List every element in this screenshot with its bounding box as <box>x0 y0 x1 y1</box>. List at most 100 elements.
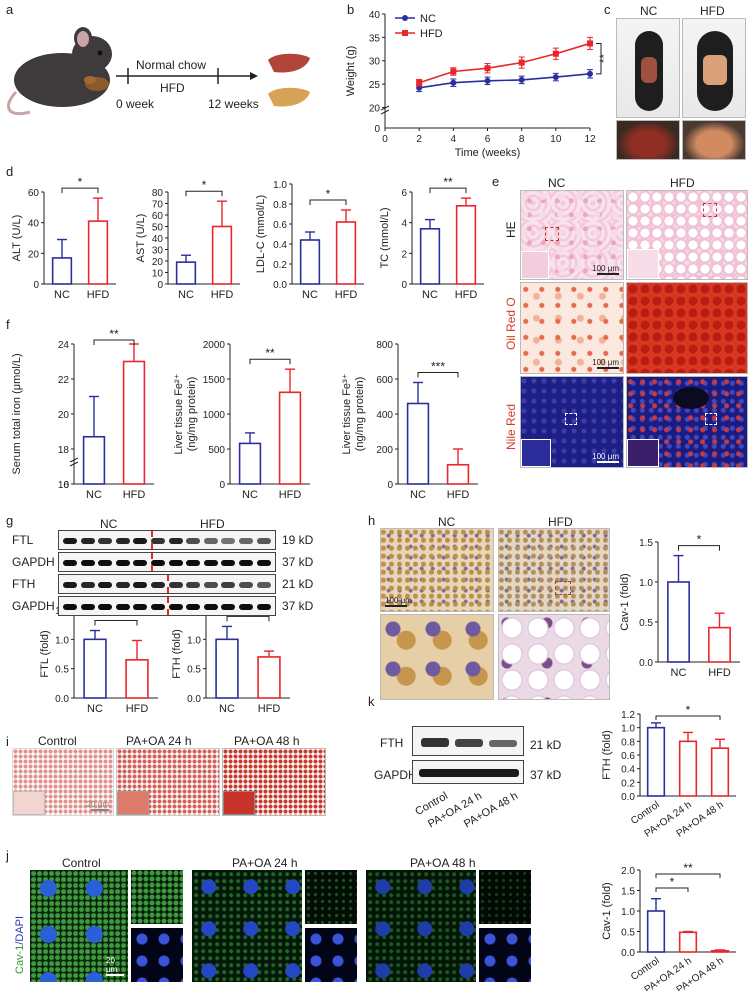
g-blot-gapdh <box>58 552 276 572</box>
if-24h-merged <box>192 870 302 982</box>
blot-band <box>151 604 165 610</box>
blot-band <box>133 560 148 566</box>
y-tick-label: 0.8 <box>621 737 635 748</box>
significance-bracket <box>655 887 689 892</box>
chart-h-cav1: 0.0 0.5 1.0 1.5 NC HFD Cav-1 (fold) * <box>619 533 740 679</box>
if-48h-green <box>479 870 531 924</box>
x-tick-label: HFD <box>279 489 302 501</box>
y-tick-label: 24 <box>58 340 70 351</box>
bar-hfd <box>211 225 233 285</box>
x-tick-label: HFD <box>126 703 149 715</box>
bar-nc <box>82 435 106 485</box>
y-tick-label: 40 <box>152 234 164 245</box>
ihc-nc-image: 100 μm <box>380 528 494 612</box>
chart-d-ldlc: 0.0 0.2 0.4 0.6 0.8 1.0 NC HFD LDL-C (mmol/L) * <box>255 180 364 301</box>
chart-b-weight: 0 20 25 30 35 40 0 2 4 6 8 10 12 Time (weeks) Weight (… <box>345 10 610 159</box>
hfd-liver-photo <box>682 120 746 160</box>
he-hfd-image <box>626 190 748 280</box>
oilred-cells-control: 20 μm <box>12 748 114 816</box>
start-time-label: 0 week <box>116 97 155 111</box>
blot-band <box>151 582 165 588</box>
y-tick-label: 2 <box>401 249 407 260</box>
blot-band <box>80 604 95 610</box>
if-48h-merged <box>366 870 476 982</box>
chow-pellets-icon <box>84 76 109 91</box>
liver-fatty-icon <box>268 87 310 107</box>
y-tick-label: 40 <box>28 219 40 230</box>
y-tick-label: 0.0 <box>621 948 635 959</box>
significance-label: ** <box>597 54 610 64</box>
y-axis-label: Weight (g) <box>345 46 357 97</box>
blot-band <box>256 604 271 610</box>
y-tick-label: 16 <box>58 480 70 491</box>
blot-band <box>80 582 95 588</box>
panel-letter-f: f <box>6 317 10 332</box>
bar-hfd <box>708 626 731 663</box>
panel-letter-g: g <box>6 513 14 528</box>
blot-band <box>221 582 236 588</box>
nc-liver-photo <box>616 120 680 160</box>
bar-nc <box>299 239 321 285</box>
significance-label: ** <box>265 346 275 360</box>
blot-band <box>256 582 271 588</box>
bar-pa-oa-24-h <box>678 931 698 953</box>
g-blot-label: FTL <box>12 533 34 547</box>
x-tick-label: NC <box>671 667 687 679</box>
y-tick-label: 0.4 <box>621 765 635 776</box>
x-tick-label: 2 <box>416 134 422 145</box>
blot-band <box>98 538 113 544</box>
y-tick-label: 0 <box>374 124 380 135</box>
chart-f-fe2: 0 500 1000 1500 2000 NC HFD Liver tissue Fe²⁺ (n… <box>173 340 310 501</box>
significance-bracket <box>429 187 467 194</box>
y-tick-label: 0.0 <box>273 280 287 291</box>
ihc-nc-zoom-image <box>380 614 494 700</box>
if-24h-dapi <box>305 928 357 982</box>
ihc-hfd-zoom-image <box>498 614 610 700</box>
blot-band <box>239 604 253 610</box>
y-tick-label: 1.0 <box>639 578 653 589</box>
y-tick-label: 30 <box>369 57 381 68</box>
significance-bracket <box>417 372 459 378</box>
blot-band <box>256 560 271 566</box>
blot-band <box>98 560 113 566</box>
bar-nc <box>419 227 441 285</box>
legend-marker <box>402 30 408 36</box>
point-hfd <box>587 40 593 47</box>
y-tick-label: 1.2 <box>621 710 635 721</box>
y-tick-label: 20 <box>28 249 40 260</box>
y-tick-label: 0.2 <box>273 260 287 271</box>
significance-bracket <box>249 358 291 365</box>
x-tick-label: HFD <box>258 703 281 715</box>
y-tick-label: 0.0 <box>639 658 653 669</box>
arrow-top-label: Normal chow <box>136 58 207 72</box>
oilred-scale-label: 100 μm <box>592 358 619 367</box>
g-blot-kd: 21 kD <box>282 577 314 591</box>
y-tick-label: 200 <box>376 445 393 456</box>
significance-bracket <box>596 42 602 75</box>
y-tick-label: 60 <box>152 211 164 222</box>
g-blot-fth <box>58 574 276 594</box>
if-control-dapi <box>131 928 183 982</box>
y-tick-label: 20 <box>369 103 381 114</box>
panel-letter-b: b <box>347 2 355 17</box>
i-label-24h: PA+OA 24 h <box>126 734 192 748</box>
nc-mouse-photo <box>616 18 680 118</box>
blot-band <box>203 538 218 544</box>
y-tick-label: 0.6 <box>621 751 635 762</box>
blot-band <box>98 604 113 610</box>
g-blot-ftl <box>58 530 276 550</box>
y-tick-label: 0 <box>401 280 407 291</box>
y-tick-label: 0.0 <box>621 792 635 803</box>
blot-band <box>80 538 95 544</box>
blot-band <box>221 538 236 544</box>
mouse-icon <box>6 27 112 116</box>
y-tick-label: 2.0 <box>621 866 635 877</box>
y-tick-label: 1500 <box>203 375 226 386</box>
series-line-hfd <box>418 42 591 84</box>
j-label-control: Control <box>62 856 101 870</box>
y-axis-label: Liver tissue Fe³⁺ <box>341 373 353 454</box>
nilered-hfd-image <box>626 376 748 468</box>
g-blot-kd: 19 kD <box>282 533 314 547</box>
blot-band <box>63 538 77 544</box>
